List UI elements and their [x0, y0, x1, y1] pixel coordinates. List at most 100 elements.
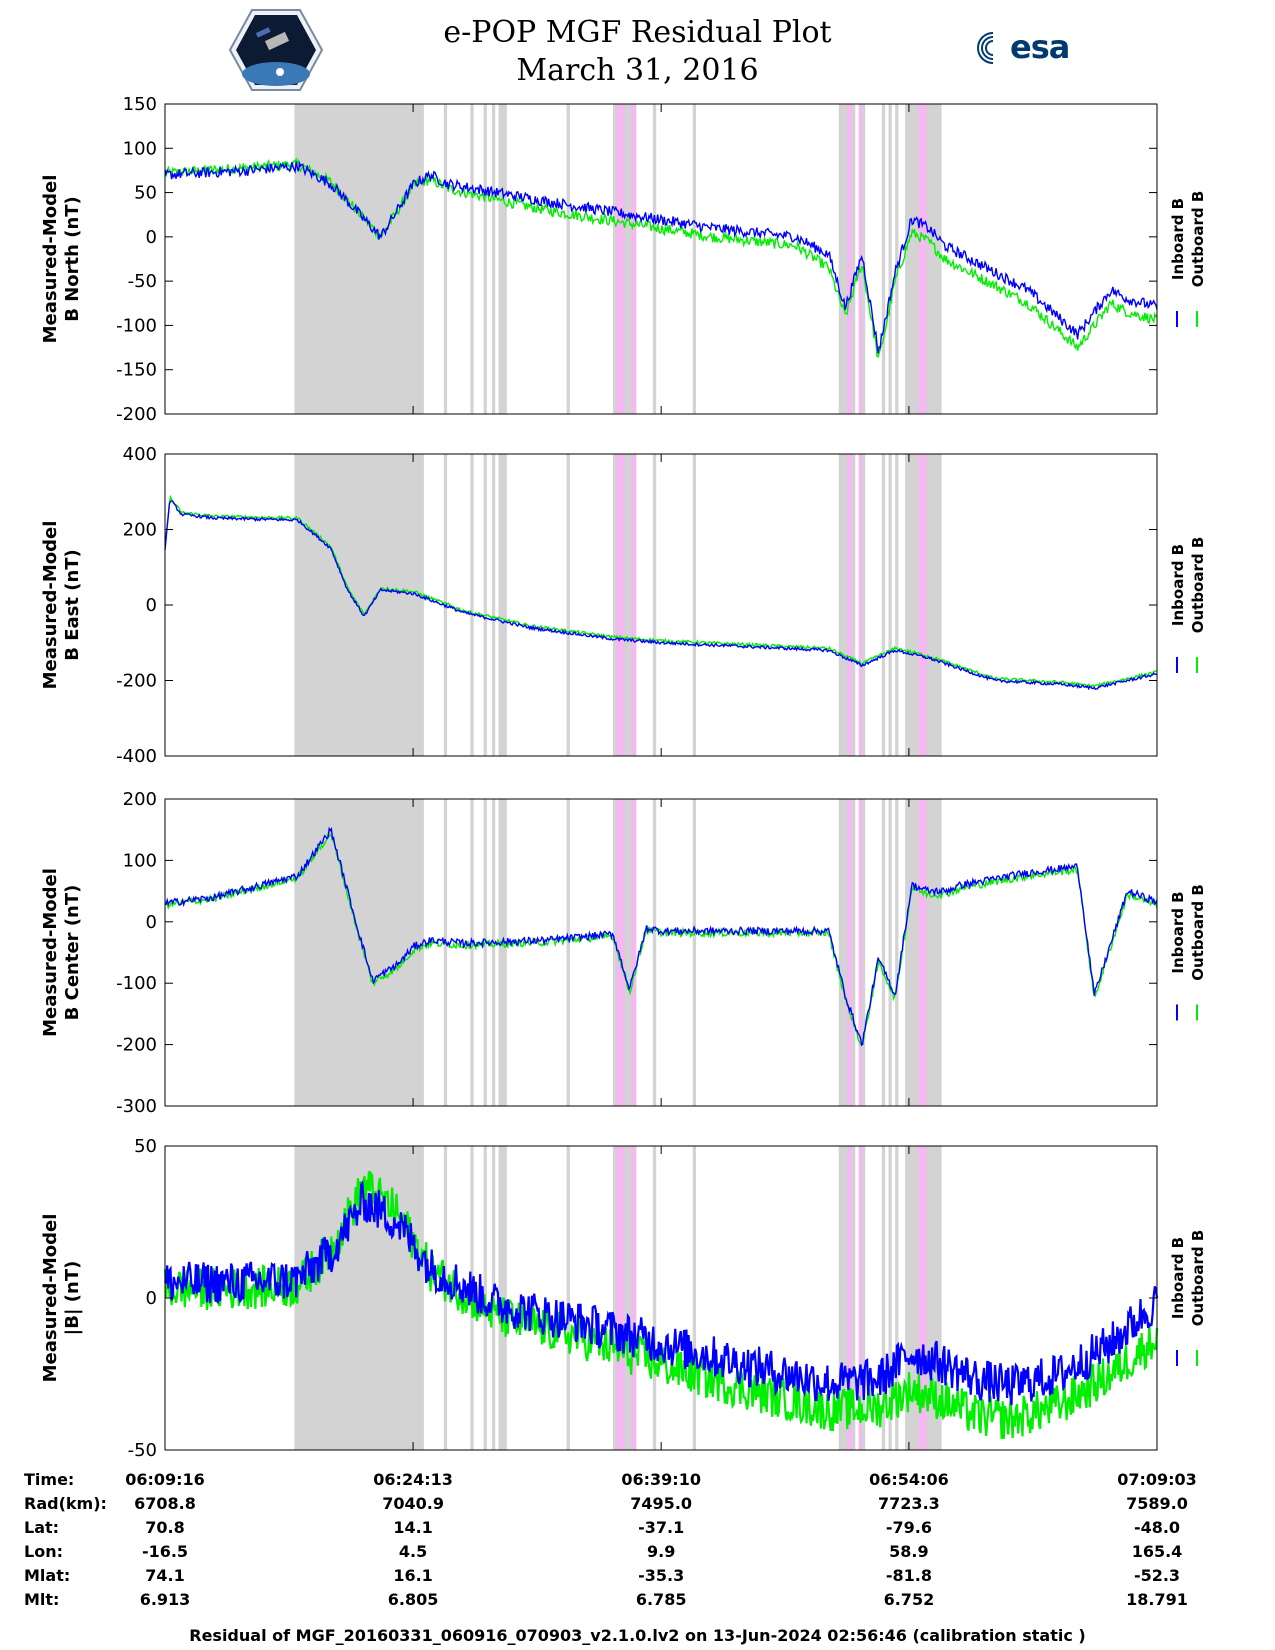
y-axis-label-line1: Measured-Model [40, 1214, 61, 1383]
pink-band [918, 104, 927, 414]
info-row-label: Rad(km): [24, 1494, 107, 1513]
title-block: e-POP MGF Residual Plot March 31, 2016 [0, 14, 1275, 90]
gray-band [888, 104, 892, 414]
y-axis-title: Measured-Model B East (nT) [40, 521, 83, 690]
series-line-outboard [164, 157, 1158, 359]
info-cell: 14.1 [393, 1518, 433, 1537]
gray-band [895, 454, 899, 756]
info-cell: 06:39:10 [621, 1470, 701, 1489]
y-tick-label: -200 [116, 671, 157, 692]
info-cell: 58.9 [889, 1542, 929, 1561]
y-axis-label-line2: B North (nT) [62, 196, 83, 322]
y-axis-label-line2: B Center (nT) [62, 885, 83, 1021]
info-cell: 7589.0 [1126, 1494, 1188, 1513]
gray-band [881, 1146, 886, 1450]
gray-band [498, 454, 507, 756]
info-cell: 06:24:13 [373, 1470, 453, 1489]
gray-band [566, 454, 570, 756]
pink-band [858, 799, 862, 1106]
gray-band [895, 1146, 899, 1450]
gray-band [861, 1146, 866, 1450]
gray-band [491, 104, 496, 414]
pink-band [847, 454, 852, 756]
info-cell: 7495.0 [630, 1494, 693, 1513]
gray-band [861, 799, 866, 1106]
gray-band [498, 799, 507, 1106]
y-axis-title: Measured-Model B Center (nT) [40, 868, 83, 1037]
pink-band [847, 1146, 852, 1450]
y-tick-label: 0 [146, 227, 157, 248]
y-tick-label: 150 [123, 94, 157, 115]
info-row-label: Lon: [24, 1542, 63, 1561]
gray-band [294, 799, 424, 1106]
gray-band [491, 454, 496, 756]
info-cell: 165.4 [1131, 1542, 1183, 1561]
info-cell: 4.5 [398, 1542, 428, 1561]
y-tick-label: 100 [123, 850, 157, 871]
legend-label-outboard: Outboard B [1189, 537, 1207, 634]
pink-band [847, 104, 852, 414]
y-tick-label: 100 [123, 138, 157, 159]
pink-band [631, 104, 637, 414]
gray-band [294, 104, 424, 414]
y-tick-label: 200 [123, 520, 157, 541]
gray-band [895, 104, 899, 414]
y-tick-label: 0 [146, 1288, 157, 1309]
series-line-inboard [165, 826, 1158, 1046]
info-row-label: Mlat: [24, 1566, 71, 1585]
gray-band [498, 104, 507, 414]
pink-band [631, 799, 637, 1106]
gray-band [861, 104, 866, 414]
info-cell: 06:09:16 [125, 1470, 205, 1489]
y-axis-label-line1: Measured-Model [40, 521, 61, 690]
info-cell: 07:09:03 [1117, 1470, 1197, 1489]
info-row-label: Time: [24, 1470, 75, 1489]
info-cell: -37.1 [638, 1518, 685, 1537]
y-tick-label: 0 [146, 595, 157, 616]
y-tick-label: 50 [134, 183, 157, 204]
pink-band [918, 799, 927, 1106]
gray-band [652, 799, 657, 1106]
gray-band [692, 799, 697, 1106]
page-title: e-POP MGF Residual Plot [443, 15, 832, 50]
pink-band [918, 1146, 927, 1450]
legend-label-inboard: Inboard B [1169, 544, 1187, 626]
pink-band [858, 454, 862, 756]
series-line-outboard [164, 832, 1158, 1048]
legend-label-outboard: Outboard B [1189, 191, 1207, 288]
series-line-inboard [164, 500, 1158, 691]
y-tick-label: 50 [134, 1136, 157, 1157]
pink-band [631, 1146, 637, 1450]
gray-band [483, 104, 487, 414]
y-tick-label: -50 [128, 271, 157, 292]
info-cell: -81.8 [885, 1566, 932, 1585]
y-axis-label-line1: Measured-Model [40, 175, 61, 344]
y-tick-label: -100 [116, 315, 157, 336]
gray-band [566, 1146, 570, 1450]
info-cell: -79.6 [885, 1518, 932, 1537]
footer-caption: Residual of MGF_20160331_060916_070903_v… [189, 1626, 1086, 1645]
series-line-inboard [163, 1179, 1159, 1406]
gray-band [652, 454, 657, 756]
y-axis-label-line2: |B| (nT) [62, 1261, 83, 1336]
gray-band [566, 104, 570, 414]
y-tick-label: -200 [116, 404, 157, 425]
gray-band [881, 799, 886, 1106]
legend-label-inboard: Inboard B [1169, 891, 1187, 973]
info-cell: 06:54:06 [869, 1470, 949, 1489]
legend: Inboard B Outboard B [1169, 1230, 1207, 1327]
info-cell: 16.1 [393, 1566, 433, 1585]
esa-logo-text: esa [1010, 28, 1070, 66]
info-cell: 6708.8 [134, 1494, 196, 1513]
gray-band [888, 799, 892, 1106]
info-cell: -52.3 [1133, 1566, 1181, 1585]
gray-band [888, 1146, 892, 1450]
info-row-label: Mlt: [24, 1590, 60, 1609]
info-cell: -35.3 [638, 1566, 685, 1585]
gray-band [692, 1146, 697, 1450]
pink-band [616, 1146, 625, 1450]
info-cell: 70.8 [145, 1518, 185, 1537]
info-cell: 6.805 [387, 1590, 439, 1609]
page-subtitle: March 31, 2016 [516, 53, 759, 88]
